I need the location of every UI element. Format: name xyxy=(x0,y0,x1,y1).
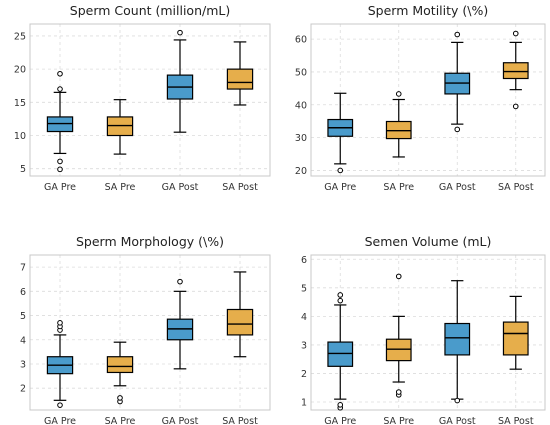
category-label: SA Post xyxy=(498,182,534,193)
outlier-point xyxy=(117,395,123,401)
iqr-box xyxy=(444,322,471,356)
category-label: SA Pre xyxy=(105,182,136,193)
outlier-point xyxy=(454,31,461,38)
category-label: GA Post xyxy=(439,416,476,425)
category-label: GA Pre xyxy=(44,416,76,425)
outlier-point xyxy=(395,91,402,97)
iqr-box xyxy=(502,321,529,356)
outlier-point xyxy=(337,402,344,408)
chart-panel: Sperm Morphology (\%) 2 3 4 5 6 7 GA Pre SA Pre G… xyxy=(20,234,271,425)
box-2 xyxy=(106,341,134,405)
iqr-box xyxy=(226,308,254,336)
outlier-point xyxy=(454,126,461,133)
plot-frame xyxy=(310,254,546,411)
y-tick-label: 4 xyxy=(301,312,307,323)
category-label: SA Pre xyxy=(105,416,136,425)
y-tick-label: 1 xyxy=(301,398,307,409)
category-label: GA Pre xyxy=(324,182,356,193)
chart-title: Semen Volume (mL) xyxy=(365,234,492,249)
outlier-point xyxy=(57,158,63,165)
category-label: SA Pre xyxy=(383,416,414,425)
y-tick-label: 40 xyxy=(295,100,307,111)
outlier-point xyxy=(512,30,519,37)
box-1 xyxy=(327,292,354,411)
y-tick-label: 5 xyxy=(20,164,26,175)
y-tick-label: 6 xyxy=(20,287,26,298)
box-2 xyxy=(106,99,134,155)
box-4 xyxy=(502,30,529,110)
box-3 xyxy=(166,278,194,370)
box-4 xyxy=(226,271,254,358)
outlier-point xyxy=(395,273,402,280)
y-tick-label: 5 xyxy=(301,283,307,294)
y-tick-label: 25 xyxy=(14,31,26,42)
chart-title: Sperm Motility (\%) xyxy=(368,3,489,18)
iqr-box xyxy=(106,356,134,374)
outlier-point xyxy=(337,297,344,304)
outlier-point xyxy=(337,292,344,298)
outlier-point xyxy=(177,29,183,36)
box-3 xyxy=(166,29,194,133)
y-tick-label: 6 xyxy=(301,255,307,266)
box-3 xyxy=(444,31,471,133)
iqr-box xyxy=(502,62,529,80)
plot-frame xyxy=(310,23,546,177)
category-label: SA Post xyxy=(222,416,258,425)
y-tick-label: 30 xyxy=(295,133,307,144)
y-tick-label: 10 xyxy=(14,131,26,142)
outlier-point xyxy=(57,70,63,77)
outlier-point xyxy=(337,167,344,174)
outlier-point xyxy=(57,402,63,408)
category-label: GA Post xyxy=(162,182,199,193)
y-tick-label: 20 xyxy=(14,65,26,76)
y-tick-label: 60 xyxy=(295,35,307,46)
box-3 xyxy=(444,280,471,404)
category-label: GA Pre xyxy=(44,182,76,193)
y-tick-label: 2 xyxy=(20,384,26,395)
category-label: SA Pre xyxy=(383,182,414,193)
outlier-point xyxy=(512,103,519,110)
box-4 xyxy=(502,295,529,370)
chart-title: Sperm Morphology (\%) xyxy=(76,234,224,249)
outlier-point xyxy=(177,278,183,285)
iqr-box xyxy=(226,68,254,90)
iqr-box xyxy=(327,341,354,367)
y-tick-label: 20 xyxy=(295,166,307,177)
chart-title: Sperm Count (million/mL) xyxy=(70,3,230,18)
category-label: GA Post xyxy=(162,416,199,425)
box-2 xyxy=(385,273,412,398)
outlier-point xyxy=(395,389,402,395)
y-tick-label: 3 xyxy=(20,359,26,370)
outlier-point xyxy=(57,166,63,173)
category-label: SA Post xyxy=(498,416,534,425)
box-2 xyxy=(385,91,412,158)
box-1 xyxy=(46,320,74,408)
y-tick-label: 3 xyxy=(301,340,307,351)
chart-panel: Sperm Motility (\%) 20 30 40 50 60 GA Pre SA Pr… xyxy=(295,3,546,193)
y-tick-label: 7 xyxy=(20,263,26,274)
chart-panel: Semen Volume (mL) 1 2 3 4 5 6 GA Pre SA Pre GA Po… xyxy=(301,234,546,425)
plot-frame xyxy=(29,23,271,177)
box-1 xyxy=(46,70,74,173)
category-label: SA Post xyxy=(222,182,258,193)
outlier-point xyxy=(57,86,63,92)
y-tick-label: 5 xyxy=(20,311,26,322)
category-label: GA Pre xyxy=(324,416,356,425)
box-1 xyxy=(327,92,354,174)
plot-frame xyxy=(29,254,271,411)
y-tick-label: 4 xyxy=(20,335,26,346)
iqr-box xyxy=(385,338,412,362)
category-label: GA Post xyxy=(439,182,476,193)
y-tick-label: 15 xyxy=(14,98,26,109)
y-tick-label: 50 xyxy=(295,67,307,78)
outlier-point xyxy=(57,320,63,326)
chart-panel: Sperm Count (million/mL) 5 10 15 20 25 GA Pre S… xyxy=(14,3,271,193)
outlier-point xyxy=(454,397,461,404)
y-tick-label: 2 xyxy=(301,369,307,380)
box-4 xyxy=(226,41,254,106)
